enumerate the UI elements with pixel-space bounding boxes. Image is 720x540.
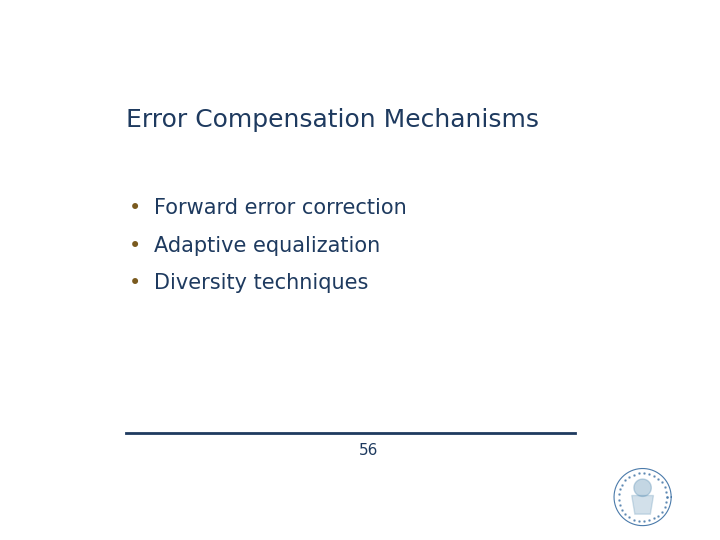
Text: Forward error correction: Forward error correction [154,198,407,218]
Text: •: • [129,273,141,293]
Text: •: • [129,235,141,255]
Text: Adaptive equalization: Adaptive equalization [154,235,380,255]
Text: •: • [129,198,141,218]
Text: 56: 56 [359,443,379,458]
Polygon shape [631,496,654,514]
Polygon shape [634,479,652,496]
Text: Diversity techniques: Diversity techniques [154,273,369,293]
Text: Error Compensation Mechanisms: Error Compensation Mechanisms [126,109,539,132]
